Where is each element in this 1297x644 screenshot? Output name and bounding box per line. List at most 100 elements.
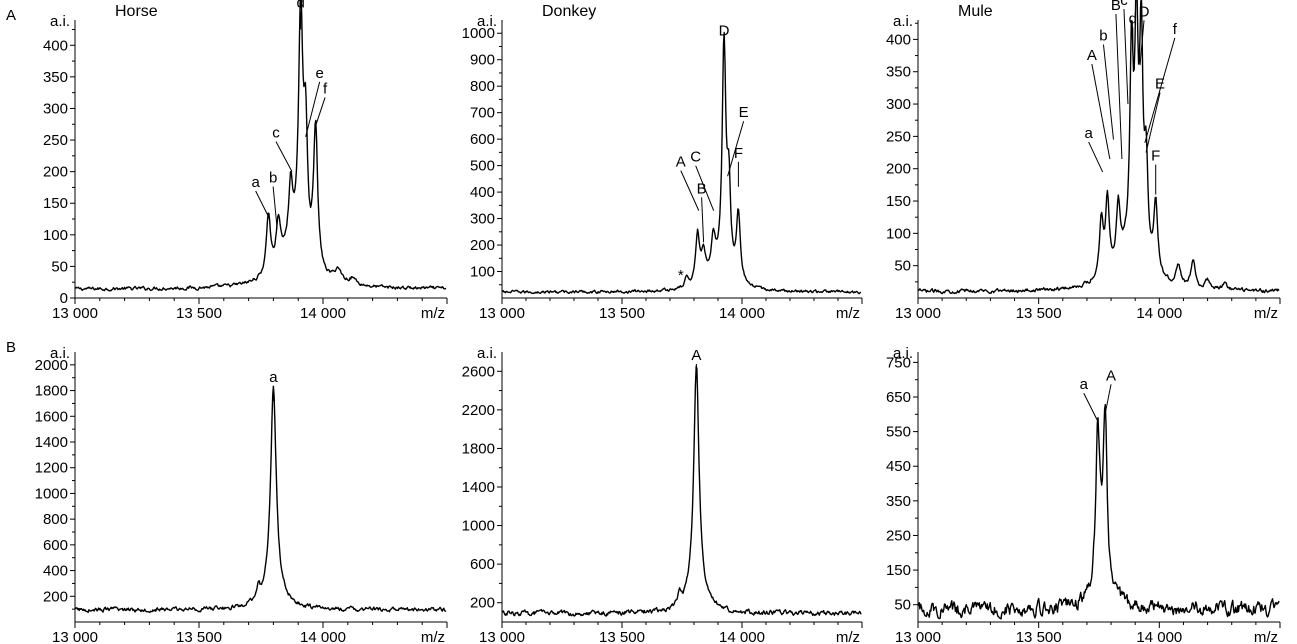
- peak-label: F: [734, 145, 743, 162]
- y-tick-label: 250: [43, 132, 68, 149]
- peak-label: B: [1111, 0, 1121, 14]
- spectrum-panel-5: 200 600 1000 1400 1800 2200 2600 13 000 13 500 14…: [462, 345, 863, 644]
- x-tick-label: 13 500: [176, 629, 222, 644]
- peak-leader-line: [1088, 141, 1104, 173]
- y-tick-label: 50: [894, 258, 911, 275]
- y-tick-label: 1000: [462, 25, 495, 42]
- y-tick-label: 900: [470, 52, 495, 69]
- spectrum-trace: [501, 31, 862, 295]
- y-tick-label: 300: [43, 100, 68, 117]
- peak-label: D: [1139, 3, 1150, 20]
- y-axis-label: a.i.: [50, 345, 70, 362]
- spectrum-panel-2: 100 200 300 400 500 600 700 800 900 1000 13 000 13 …: [462, 3, 863, 322]
- x-axis-label: m/z: [1254, 629, 1278, 644]
- peak-label: d: [297, 0, 305, 11]
- spectrum-panel-6: 50 150 250 350 450 550 650 750 13 000 13 500 14 00…: [886, 345, 1281, 644]
- y-tick-label: 450: [886, 458, 911, 475]
- x-tick-label: 13 500: [1016, 305, 1062, 322]
- y-tick-label: 1800: [462, 440, 495, 457]
- x-tick-label: 14 000: [300, 629, 346, 644]
- peak-leader-line: [1104, 384, 1112, 415]
- peak-leader-line: [1145, 92, 1161, 153]
- y-tick-label: 150: [886, 562, 911, 579]
- peak-leader-line: [1091, 63, 1111, 160]
- x-tick-label: 14 000: [719, 305, 765, 322]
- peak-label: A: [691, 347, 701, 364]
- y-tick-label: 300: [470, 211, 495, 228]
- y-tick-label: 2000: [35, 357, 68, 374]
- peak-label: B: [697, 180, 707, 197]
- peak-leader-line: [1123, 9, 1129, 105]
- y-tick-label: 200: [470, 237, 495, 254]
- y-tick-label: 100: [886, 225, 911, 242]
- peak-leader-line: [272, 186, 278, 229]
- y-tick-label: 250: [886, 128, 911, 145]
- x-axis-label: m/z: [1254, 305, 1278, 322]
- peak-label: c: [272, 125, 280, 142]
- y-tick-label: 700: [470, 105, 495, 122]
- peak-label: a: [252, 174, 261, 191]
- y-tick-label: 1800: [35, 383, 68, 400]
- peak-leader-line: [1083, 393, 1099, 422]
- spectrum-trace: [501, 365, 862, 617]
- peak-leader-line: [1144, 37, 1176, 143]
- y-tick-label: 400: [886, 31, 911, 48]
- spectrum-panel-4: 200 400 600 800 1000 1200 1400 1600 1800 2000 13 0…: [6, 339, 448, 644]
- x-tick-label: 13 500: [599, 305, 645, 322]
- peak-label: C: [690, 149, 701, 166]
- y-tick-label: 200: [43, 588, 68, 605]
- peak-label: f: [323, 80, 328, 97]
- x-tick-label: 13 000: [895, 629, 941, 644]
- peak-label: a: [269, 369, 278, 386]
- y-axis-label: a.i.: [893, 13, 913, 30]
- x-tick-label: 14 000: [300, 305, 346, 322]
- peak-leader-line: [1139, 20, 1145, 66]
- peak-leader-line: [314, 97, 326, 128]
- spectrum-panel-1: 0 50 100 150 200 250 300 350 400 13 000 13 500 14 0…: [6, 0, 448, 322]
- x-tick-label: 14 000: [1136, 629, 1182, 644]
- y-tick-label: 1600: [35, 408, 68, 425]
- peak-label: a: [1080, 376, 1089, 393]
- peak-label: E: [739, 104, 749, 121]
- peak-label: F: [1151, 148, 1160, 165]
- y-axis-label: a.i.: [477, 13, 497, 30]
- y-tick-label: 2600: [462, 363, 495, 380]
- x-tick-label: 13 000: [479, 305, 525, 322]
- y-tick-label: 100: [470, 264, 495, 281]
- y-tick-label: 400: [43, 563, 68, 580]
- x-tick-label: 13 000: [52, 629, 98, 644]
- y-tick-label: 600: [470, 131, 495, 148]
- y-tick-label: 500: [470, 158, 495, 175]
- peak-label: b: [269, 170, 277, 187]
- spectrum-panel-3: 50 100 150 200 250 300 350 400 13 000 13 500 14 00…: [886, 0, 1281, 322]
- y-tick-label: 1400: [35, 434, 68, 451]
- x-tick-label: 14 000: [719, 629, 765, 644]
- peak-label: f: [1173, 21, 1178, 38]
- y-tick-label: 1400: [462, 479, 495, 496]
- x-axis-label: m/z: [421, 629, 445, 644]
- x-tick-label: 13 500: [1016, 629, 1062, 644]
- peak-leader-line: [305, 81, 321, 138]
- x-axis-label: m/z: [836, 629, 860, 644]
- row-label: A: [6, 7, 16, 24]
- peak-label: c: [1120, 0, 1128, 9]
- spectrum-trace: [74, 385, 447, 614]
- y-tick-label: 50: [51, 258, 68, 275]
- x-tick-label: 13 500: [599, 629, 645, 644]
- asterisk-marker: *: [678, 267, 684, 284]
- y-tick-label: 400: [470, 184, 495, 201]
- y-tick-label: 100: [43, 227, 68, 244]
- x-tick-label: 13 000: [479, 629, 525, 644]
- peak-leader-line: [695, 165, 715, 211]
- peak-label: A: [1106, 367, 1116, 384]
- y-tick-label: 800: [43, 511, 68, 528]
- y-tick-label: 1000: [35, 485, 68, 502]
- y-tick-label: 550: [886, 424, 911, 441]
- panel-title: Donkey: [542, 3, 596, 20]
- peak-label: a: [1084, 125, 1093, 142]
- y-tick-label: 600: [470, 556, 495, 573]
- y-tick-label: 800: [470, 78, 495, 95]
- spectrum-trace: [74, 0, 447, 292]
- y-tick-label: 300: [886, 96, 911, 113]
